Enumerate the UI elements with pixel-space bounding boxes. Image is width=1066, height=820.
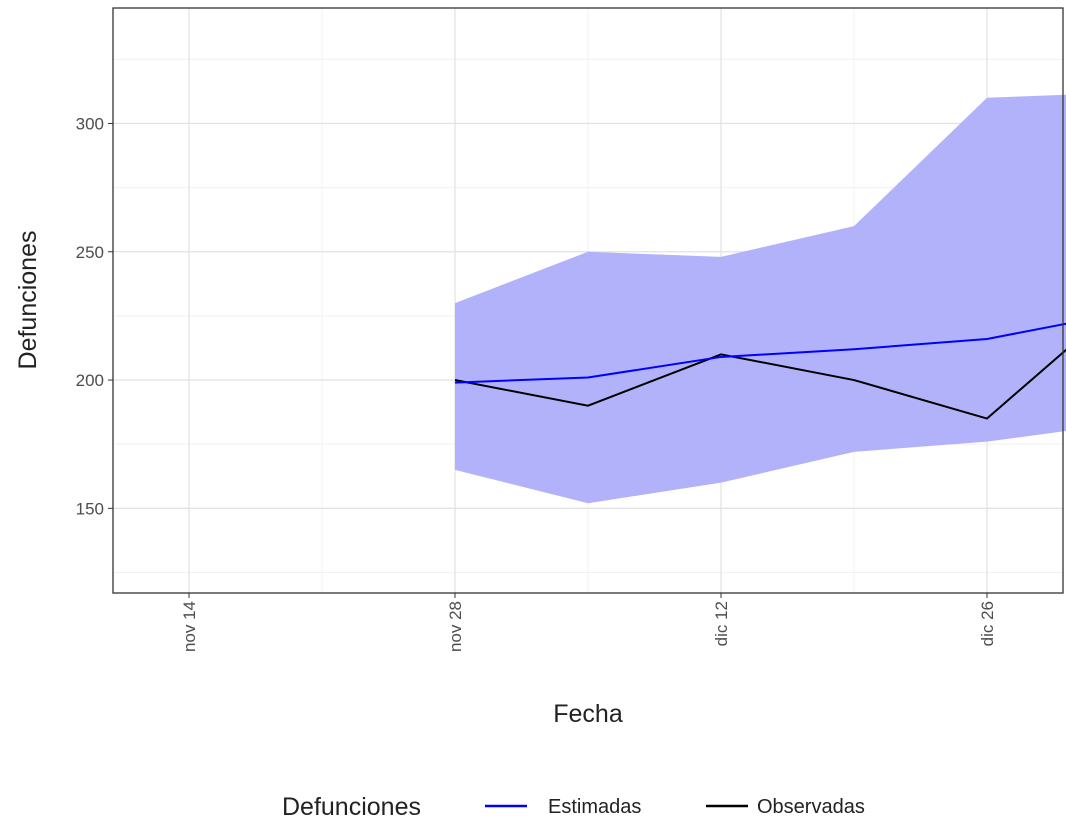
x-tick-label: nov 28 bbox=[446, 601, 465, 652]
y-tick-label: 200 bbox=[76, 371, 104, 390]
x-axis-title: Fecha bbox=[553, 700, 623, 728]
x-tick-label: nov 14 bbox=[180, 601, 199, 652]
legend-title: Defunciones bbox=[282, 793, 421, 820]
confidence-band bbox=[455, 94, 1066, 504]
y-tick-label: 150 bbox=[76, 499, 104, 518]
y-tick-label: 250 bbox=[76, 243, 104, 262]
y-axis-title: Defunciones bbox=[14, 231, 42, 370]
x-tick-label: dic 26 bbox=[978, 601, 997, 646]
y-tick-label: 300 bbox=[76, 114, 104, 133]
x-tick-label: dic 12 bbox=[712, 601, 731, 646]
plot-border bbox=[112, 7, 1064, 594]
legend-label: Estimadas bbox=[548, 796, 641, 818]
legend-label: Observadas bbox=[757, 796, 865, 818]
